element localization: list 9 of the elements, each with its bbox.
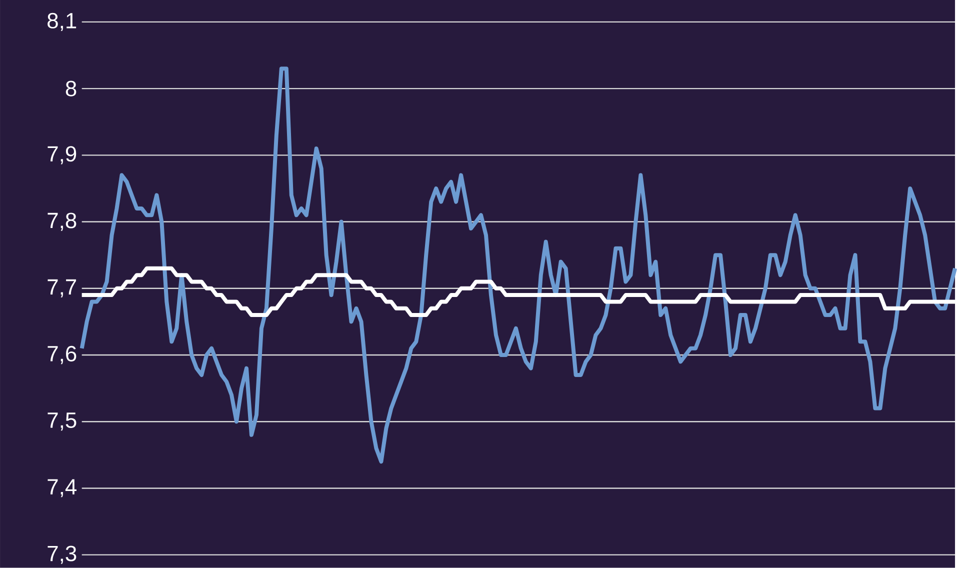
y-tick-label: 8 (66, 80, 76, 96)
y-tick-label: 7,3 (48, 546, 76, 564)
y-tick-label: 7,5 (48, 412, 76, 430)
y-tick-label: 7,6 (48, 346, 76, 364)
y-tick-label: 7,4 (48, 479, 76, 498)
y-tick-label: 7,7 (48, 279, 76, 298)
y-tick-label: 7,8 (48, 212, 76, 231)
y-tick-label: 7,9 (48, 146, 76, 164)
y-tick-label: 8,1 (48, 12, 76, 31)
